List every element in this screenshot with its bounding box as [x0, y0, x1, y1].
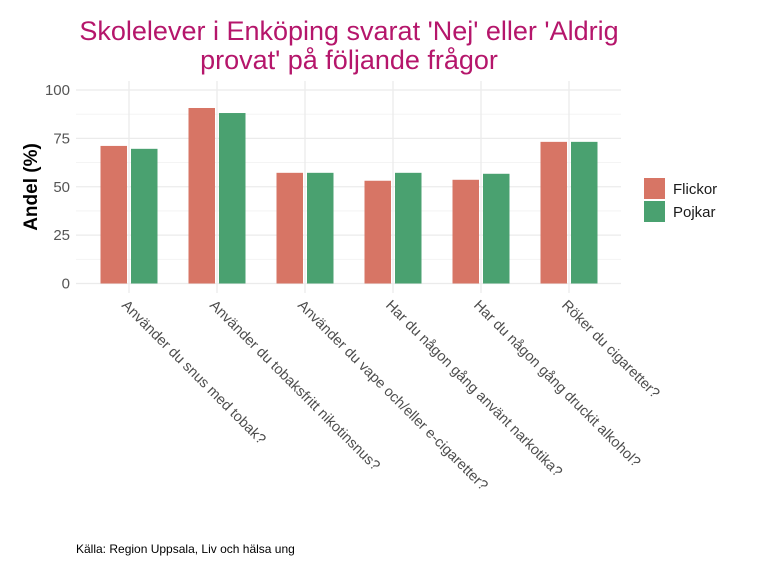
legend-label-flickor: Flickor: [673, 181, 717, 198]
legend-swatch-pojkar: [644, 201, 665, 222]
bar-flickor-6: [540, 141, 567, 284]
bars: [100, 107, 598, 284]
legend-label-pojkar: Pojkar: [673, 204, 716, 221]
bar-pojkar-4: [395, 172, 422, 284]
y-tick-label: 0: [62, 276, 70, 293]
bar-pojkar-5: [483, 173, 510, 284]
bar-flickor-1: [100, 145, 127, 284]
y-axis-label: Andel (%): [21, 143, 42, 231]
bar-flickor-2: [188, 107, 215, 284]
chart-title-line-2: provat' på följande frågor: [200, 45, 498, 75]
legend-swatch-flickor: [644, 178, 665, 199]
chart-title-line-1: Skolelever i Enköping svarat 'Nej' eller…: [79, 16, 618, 46]
y-tick-label: 75: [53, 130, 70, 147]
bar-pojkar-2: [219, 113, 246, 284]
x-tick-label: Använder du snus med tobak?: [118, 298, 268, 448]
plot-grid: [76, 81, 621, 293]
bar-pojkar-3: [307, 172, 334, 284]
x-tick-label: Har du någon gång druckit alkohol?: [470, 298, 643, 471]
bar-flickor-3: [276, 172, 303, 284]
y-tick-label: 100: [45, 82, 70, 99]
bar-pojkar-1: [131, 148, 158, 284]
x-axis-ticks: Använder du snus med tobak?Använder du t…: [118, 298, 662, 495]
legend: Flickor Pojkar: [644, 178, 717, 222]
x-tick-label: Har du någon gång använt narkotika?: [382, 298, 565, 481]
caption: Källa: Region Uppsala, Liv och hälsa ung: [76, 542, 295, 556]
y-tick-label: 25: [53, 227, 70, 244]
bar-flickor-4: [364, 180, 391, 284]
y-axis-ticks: 0 25 50 75 100: [45, 82, 70, 293]
x-tick-label: Använder du vape och/eller e-cigaretter?: [294, 298, 491, 495]
x-tick-label: Röker du cigaretter?: [558, 298, 662, 402]
x-tick-label: Använder du tobaksfritt nikotinsnus?: [206, 298, 383, 475]
bar-flickor-5: [452, 179, 479, 284]
chart-title: Skolelever i Enköping svarat 'Nej' eller…: [79, 16, 618, 75]
bar-pojkar-6: [571, 141, 598, 284]
y-tick-label: 50: [53, 179, 70, 196]
